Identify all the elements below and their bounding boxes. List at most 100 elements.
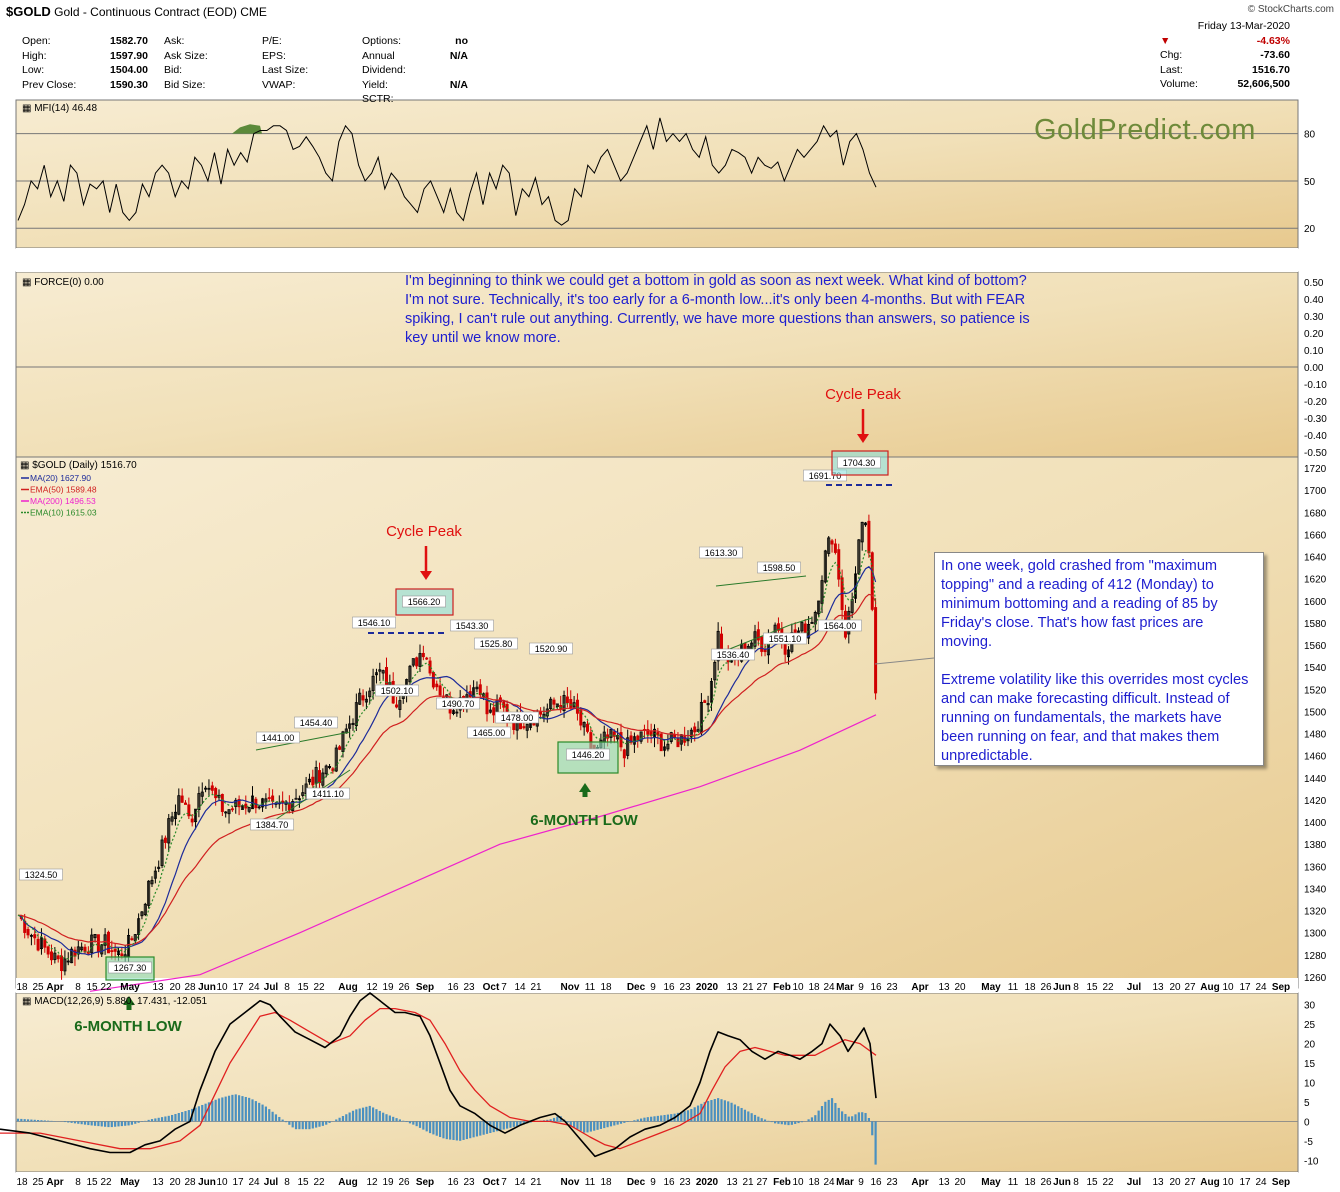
- price-candle: [214, 788, 218, 799]
- quote-chg: Chg: -73.60: [1160, 49, 1290, 61]
- mfi-tick-label: 20: [1304, 224, 1316, 235]
- price-candle: [60, 955, 64, 972]
- quote-key: Bid Size:: [164, 78, 206, 91]
- macd-histogram-bar: [576, 1121, 579, 1130]
- xaxis-tick-label: Apr: [46, 982, 63, 993]
- price-candle: [294, 797, 298, 800]
- ma200-line: [89, 714, 877, 992]
- quote-row: Ask:: [164, 34, 254, 49]
- macd-histogram-bar: [258, 1102, 261, 1122]
- macd-histogram-bar: [499, 1121, 502, 1131]
- xaxis-tick-label: 13: [152, 982, 164, 993]
- quote-value: 1597.90: [110, 49, 148, 62]
- xaxis-tick-label: 22: [1102, 982, 1114, 993]
- callout-paragraph-1: In one week, gold crashed from "maximum …: [941, 558, 1218, 650]
- xaxis-tick-label: 10: [792, 1177, 804, 1188]
- xaxis-tick-label: 13: [726, 982, 738, 993]
- xaxis-tick-label: 23: [463, 982, 475, 993]
- price-candle: [874, 607, 878, 694]
- quote-key: Low:: [22, 64, 45, 76]
- price-tick-label: 1420: [1304, 796, 1327, 807]
- macd-histogram-bar: [325, 1121, 328, 1125]
- price-label: 1267.30: [114, 963, 147, 973]
- macd-tick-label: 20: [1304, 1040, 1316, 1051]
- macd-histogram-bar: [787, 1121, 790, 1126]
- xaxis-tick-label: 9: [858, 1177, 864, 1188]
- price-label-box: [450, 619, 494, 632]
- macd-histogram-bar: [707, 1101, 710, 1122]
- price-label: 1502.10: [381, 686, 414, 696]
- price-candle: [646, 729, 650, 735]
- price-label-box: [495, 711, 539, 724]
- macd-histogram-bar: [221, 1097, 224, 1122]
- quote-key: Ask Size:: [164, 49, 208, 62]
- price-candle: [562, 695, 566, 711]
- macd-histogram-bar: [800, 1121, 803, 1123]
- quote-row: Low: 1504.00: [22, 63, 148, 78]
- price-candle: [130, 938, 134, 941]
- price-candle: [163, 837, 167, 843]
- quote-key: VWAP:: [262, 78, 296, 91]
- xaxis-tick-label: 8: [75, 1177, 81, 1188]
- xaxis-tick-label: 27: [1184, 1177, 1196, 1188]
- price-tick-label: 1260: [1304, 973, 1327, 984]
- macd-histogram-bar: [288, 1121, 291, 1125]
- price-candle: [321, 772, 325, 786]
- arrow-peak-sep-head: [420, 571, 432, 580]
- six-month-low-label-may: 6-MONTH LOW: [74, 1018, 182, 1035]
- price-candle: [693, 726, 697, 733]
- force-tick-label: 0.10: [1304, 346, 1324, 357]
- macd-histogram-bar: [656, 1115, 659, 1122]
- macd-histogram-bar: [23, 1119, 26, 1122]
- macd-histogram-bar: [405, 1121, 408, 1123]
- macd-histogram-bar: [67, 1121, 70, 1123]
- price-candle: [760, 636, 764, 652]
- price-tick-label: 1440: [1304, 774, 1327, 785]
- price-label: 1465.00: [473, 728, 506, 738]
- xaxis-tick-label: 15: [86, 1177, 98, 1188]
- quote-row: Bid:: [164, 63, 254, 78]
- price-tick-label: 1480: [1304, 730, 1327, 741]
- macd-histogram-bar: [298, 1121, 301, 1130]
- macd-histogram-bar: [794, 1121, 797, 1124]
- quote-value: N/A: [449, 49, 468, 62]
- macd-histogram-bar: [284, 1121, 288, 1123]
- force-tick-label: -0.30: [1304, 414, 1327, 425]
- commentary-text: I'm beginning to think we could get a bo…: [405, 273, 1030, 346]
- price-candle: [586, 723, 590, 732]
- xaxis-tick-label: Aug: [1200, 982, 1219, 993]
- macd-histogram-bar: [264, 1106, 267, 1122]
- price-candle: [324, 765, 328, 775]
- macd-histogram-bar: [207, 1102, 211, 1122]
- price-candle: [435, 683, 439, 688]
- price-candle: [180, 795, 184, 803]
- price-candle: [103, 934, 107, 946]
- price-candle: [200, 791, 204, 797]
- macd-histogram-bar: [224, 1096, 227, 1122]
- macd-histogram-bar: [733, 1104, 736, 1122]
- quote-row: Ask Size:: [164, 49, 254, 64]
- xaxis-tick-label: 27: [756, 1177, 768, 1188]
- quote-row: P/E:: [262, 34, 352, 49]
- macd-histogram-bar: [97, 1121, 100, 1127]
- force-tick-label: -0.40: [1304, 431, 1327, 442]
- price-tick-label: 1340: [1304, 884, 1327, 895]
- macd-histogram-bar: [281, 1119, 284, 1122]
- price-candle: [291, 801, 295, 812]
- mfi-tick-label: 80: [1304, 130, 1316, 141]
- macd-histogram-bar: [459, 1121, 462, 1141]
- macd-histogram-bar: [556, 1116, 559, 1122]
- xaxis-tick-label: Jun: [1053, 982, 1071, 993]
- price-candle: [438, 685, 442, 696]
- price-candle: [224, 811, 228, 814]
- xaxis-tick-label: 16: [447, 982, 459, 993]
- price-candle: [381, 670, 385, 674]
- price-label: 1546.10: [358, 618, 391, 628]
- macd-histogram-bar: [271, 1111, 274, 1122]
- xaxis-tick-label: 15: [86, 982, 98, 993]
- xaxis-tick-label: 24: [248, 982, 260, 993]
- price-candle: [716, 630, 720, 662]
- price-label: 1478.00: [501, 713, 534, 723]
- macd-histogram-bar: [184, 1111, 187, 1122]
- trend-line: [789, 617, 813, 626]
